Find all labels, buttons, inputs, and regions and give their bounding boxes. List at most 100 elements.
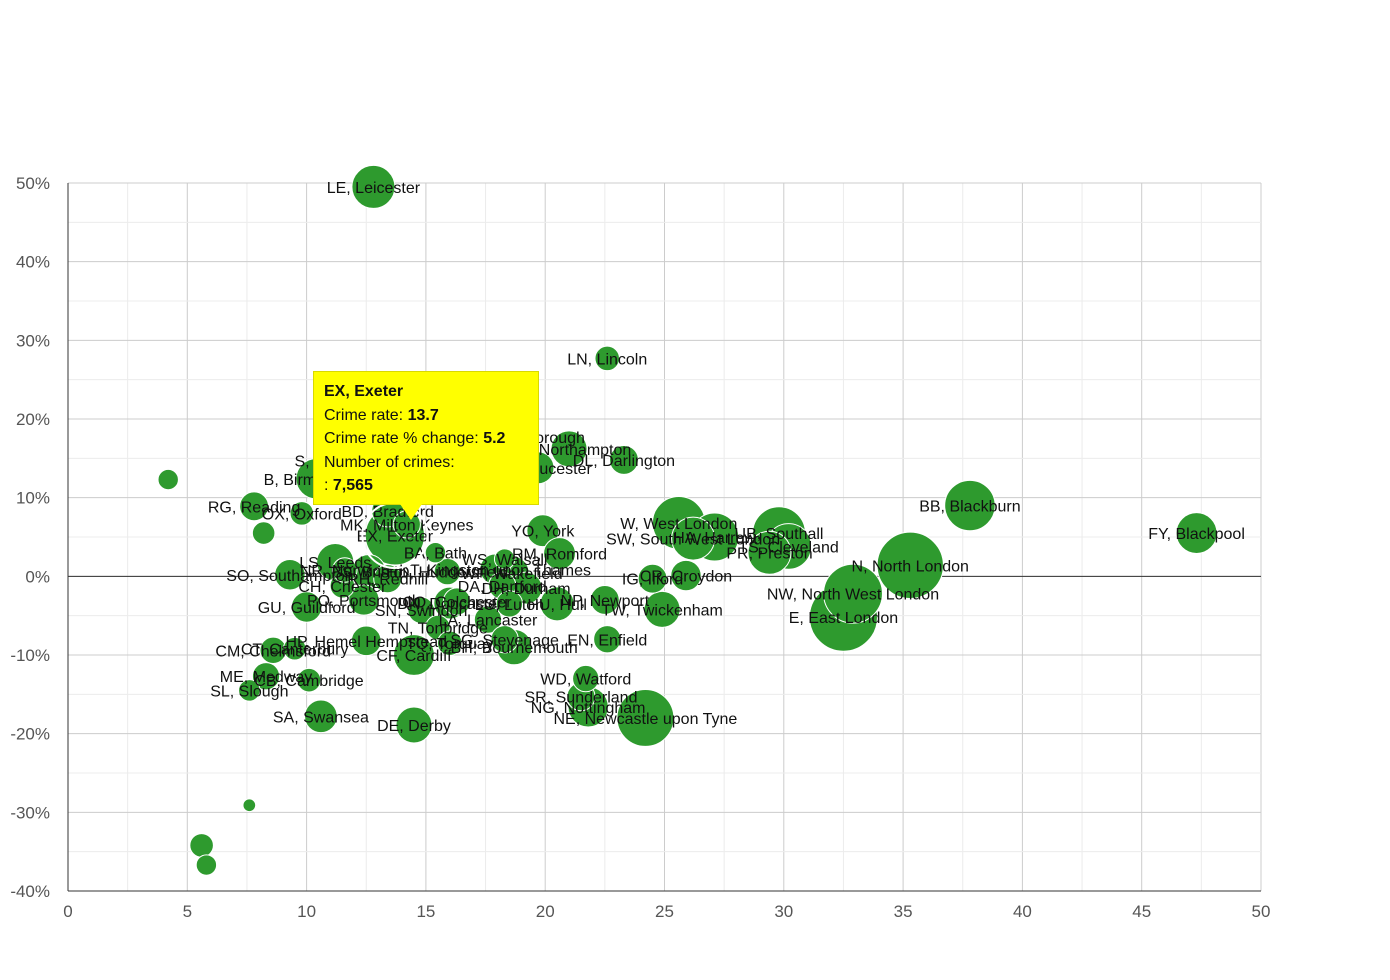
bubble-point (251, 521, 276, 545)
bubble-label: W, West London (620, 516, 737, 533)
bubble-point: SA, Swansea (304, 699, 338, 734)
bubble-point: RM, Romford (543, 537, 576, 570)
bubble-label: SN, Swindon (375, 603, 468, 620)
bubble-point: GU, Guildford (290, 591, 323, 623)
bubble-point: RG, Reading (239, 491, 270, 522)
bubble-point: SW, South West London (671, 516, 716, 561)
bubble-point: NW, North West London (823, 563, 883, 624)
x-tick-label: 40 (1013, 902, 1032, 921)
bubble-label: EX, Exeter (357, 528, 434, 545)
bubble-label: HP, Hemel Hempstead (285, 634, 447, 651)
bubble-label: TN, Tonbridge (388, 620, 488, 637)
bubble-label: E, East London (789, 610, 898, 627)
bubble-label: MK, Milton Keynes (340, 517, 473, 534)
bubble-point: IG, Ilford (637, 563, 668, 594)
bubble-label: CO, Colchester (402, 595, 512, 612)
bubble-label: EN, Enfield (567, 632, 647, 649)
bubble-label: WD, Watford (540, 672, 631, 689)
bubble-label: SL, Slough (210, 683, 288, 700)
bubble-label: TW, Twickenham (601, 602, 723, 619)
bubble-label: TS, Cleveland (738, 539, 839, 556)
bubble-point: BB, Blackburn (944, 479, 996, 532)
bubble-point: HU, Hull (539, 586, 575, 622)
bubble-point: SN, Swindon (407, 596, 435, 624)
bubble-point: YO, York (526, 514, 560, 548)
bubble-point: CB, Cambridge (296, 667, 322, 693)
bubble-label: NP, Newport (561, 593, 650, 610)
y-tick-label: -40% (10, 882, 50, 901)
y-tick-label: 0% (25, 567, 50, 586)
bubble-label: HU, Hull (527, 597, 587, 614)
x-tick-label: 25 (655, 902, 674, 921)
y-tick-label: -20% (10, 725, 50, 744)
bubble-point: CF, Cardiff (393, 634, 435, 676)
bubble-point: WD, Watford (572, 664, 600, 693)
bubble-point: CO, Colchester (442, 587, 472, 616)
bubble-point: TQ, Torquay (437, 630, 463, 656)
tooltip-count-value: 7,565 (332, 477, 373, 494)
bubble-label: FY, Blackpool (1148, 526, 1245, 543)
bubble-label: PO, Portsmouth (307, 593, 421, 610)
bubble-label: LN, Lincoln (567, 351, 647, 368)
bubble-label: LE, Leicester (327, 180, 421, 197)
bubble-label: DH, Durham (482, 581, 571, 598)
y-tick-label: 20% (16, 410, 50, 429)
bubble-point: LU, Luton (495, 590, 524, 618)
bubble-point: OX, Oxford (289, 501, 315, 526)
bubble-label: CB, Cambridge (254, 673, 363, 690)
bubble-point: NE, Newcastle upon Tyne (616, 688, 675, 747)
tooltip-rate-value: 13.7 (407, 406, 439, 424)
bubble-label: DL, Darlington (573, 453, 675, 470)
x-tick-label: 10 (297, 902, 316, 921)
tooltip-count-prefix: : (324, 477, 329, 494)
bubble-point: CT, Canterbury (282, 636, 307, 661)
bubble-point (157, 468, 179, 491)
bubble-point: PO, Portsmouth (348, 584, 380, 616)
tooltip-rate-label: Crime rate: (324, 406, 404, 424)
bubble-label: NE, Newcastle upon Tyne (554, 711, 738, 728)
axes: 0 5 10 15 20 25 30 35 40 45 50 -40% -30% -20% -10% 0% 10… (10, 174, 1270, 921)
bubble-label: SO, Southampton (226, 568, 353, 585)
bubble-label: DE, Derby (377, 718, 451, 735)
bubble-label: RM, Romford (512, 547, 607, 564)
bubble-label: BH, Bournemouth (451, 640, 578, 657)
bubble-label: N, North London (852, 558, 969, 575)
y-tick-label: 10% (16, 489, 50, 508)
x-tick-label: 35 (894, 902, 913, 921)
bubble-label: CR, Croydon (640, 569, 732, 586)
bubble-point: FY, Blackpool (1175, 512, 1218, 554)
bubble-point: SG, Stevenage (490, 625, 519, 654)
bubble-label: LS, Leeds (299, 555, 371, 572)
x-tick-label: 30 (774, 902, 793, 921)
tooltip-change-label: Crime rate % change: (324, 430, 479, 447)
bubble-point: BA, Bath (424, 542, 447, 564)
bubble-point: ME, Medway (251, 662, 281, 691)
tooltip-title: EX, Exeter (324, 383, 404, 400)
x-tick-label: 0 (63, 902, 72, 921)
hover-tooltip: EX, Exeter Crime rate: 13.7 Crime rate %… (313, 371, 539, 505)
bubble-point: DL, Darlington (609, 444, 639, 475)
bubble-label: HD, Huddersfield (386, 565, 508, 582)
bubble-point: NN, Northampton (550, 430, 588, 468)
bubble-label: LA, Lancaster (439, 613, 538, 630)
y-tick-label: 30% (16, 331, 50, 350)
bubble-point: PR, Preston (747, 530, 792, 575)
bubble-point: NP, Newport (589, 585, 620, 615)
y-tick-label: 50% (16, 174, 50, 193)
bubble-point: HP, Hemel Hempstead (350, 625, 382, 657)
bubble-label: HA, Harrow (673, 530, 756, 547)
bubble-label: BA, Bath (404, 546, 467, 563)
bubble-point (242, 798, 257, 813)
bubble-label: LU, Luton (475, 597, 544, 614)
bubble-point: NR, Norwich (332, 557, 358, 583)
bubble-label: NG, Nottingham (531, 700, 646, 717)
bubble-point: WS, Walsall (493, 548, 516, 570)
x-tick-label: 45 (1132, 902, 1151, 921)
bubble-label: KT, Kingston upon Thames (399, 562, 591, 579)
bubble-label: CH, Chester (298, 579, 387, 596)
bubble-point: TW, Twickenham (643, 590, 681, 628)
bubble-label: BB, Blackburn (919, 499, 1020, 516)
bubble-label: NW, North West London (767, 587, 939, 604)
tooltip-rate-row: Crime rate: 13.7 (324, 404, 528, 428)
